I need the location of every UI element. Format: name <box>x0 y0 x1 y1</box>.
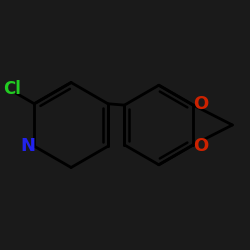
Text: Cl: Cl <box>3 80 21 98</box>
Circle shape <box>23 141 33 151</box>
Text: O: O <box>193 137 208 155</box>
Text: N: N <box>21 137 36 155</box>
Circle shape <box>196 141 206 151</box>
Circle shape <box>7 84 16 94</box>
Circle shape <box>196 99 206 109</box>
Text: O: O <box>193 95 208 113</box>
